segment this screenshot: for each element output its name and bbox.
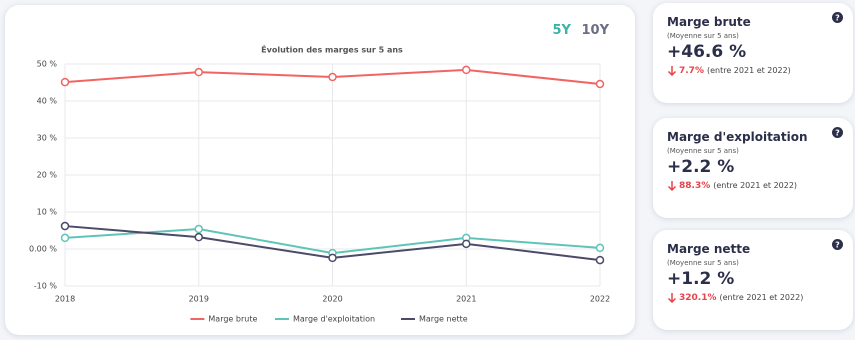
metric-card: ? Marge nette (Moyenne sur 5 ans) +1.2 % 320… [653,230,853,330]
data-point [60,77,70,87]
card-subtitle: (Moyenne sur 5 ans) [667,147,739,155]
data-point [595,243,605,253]
data-point [595,255,605,265]
data-point [194,224,203,234]
chart-card: Évolution des marges sur 5 ans -10 % 0.00… [5,5,635,335]
help-icon[interactable]: ? [832,239,843,250]
down-arrow [667,181,677,191]
toggle-10y[interactable]: 10Y [581,23,609,38]
card-title: Marge brute [667,15,751,29]
card-title: Marge nette [667,242,751,256]
data-point [328,253,337,263]
metric-card: ? Marge d'exploitation (Moyenne sur 5 ans)… [653,118,853,218]
toggle-5y[interactable]: 5Y [552,23,571,38]
metric-card: ? Marge brute (Moyenne sur 5 ans) +46.6 % 7.… [653,3,853,103]
y-tick-label: 40 % [37,97,58,106]
data-point [462,65,471,75]
y-tick-label: 0.00 % [29,245,57,254]
chart-area: Évolution des marges sur 5 ans -10 % 0.00… [29,44,610,324]
card-subtitle: (Moyenne sur 5 ans) [667,32,739,40]
y-tick-label: 20 % [37,171,58,180]
legend-label: Marge brute [208,315,257,324]
data-point [462,239,471,249]
legend-label: Marge nette [419,315,468,324]
svg-text:?: ? [835,129,840,138]
change-value: 7.7% [679,65,704,76]
card-value: +1.2 % [667,269,735,289]
change-note: (entre 2021 et 2022) [706,66,791,75]
data-point [60,221,70,231]
x-tick-label: 2020 [322,295,342,304]
y-tick-label: 30 % [37,134,58,143]
svg-text:?: ? [835,14,840,23]
chart: Évolution des marges sur 5 ans -10 % 0.00… [29,44,610,324]
chart-title: Évolution des marges sur 5 ans [261,44,403,55]
x-tick-label: 2021 [456,295,476,304]
help-icon[interactable]: ? [832,12,843,23]
data-point [60,233,70,243]
y-tick-label: 50 % [37,60,58,69]
data-point [194,232,203,242]
down-arrow [667,66,677,76]
change-value: 88.3% [679,180,711,191]
card-title: Marge d'exploitation [667,130,808,144]
help-icon[interactable]: ? [832,127,843,138]
data-point [595,79,605,89]
y-tick-label: -10 % [34,282,58,291]
legend-label: Marge d'exploitation [293,315,375,324]
data-point [328,72,337,82]
card-change: 7.7% (entre 2021 et 2022) [667,65,839,76]
data-point [194,67,203,77]
x-tick-label: 2022 [590,295,610,304]
card-change: 88.3% (entre 2021 et 2022) [667,180,839,191]
y-tick-label: 10 % [37,208,58,217]
change-value: 320.1% [679,292,717,303]
down-arrow [667,293,677,303]
change-note: (entre 2021 et 2022) [719,293,804,302]
svg-text:?: ? [835,241,840,250]
card-change: 320.1% (entre 2021 et 2022) [667,292,839,303]
card-value: +2.2 % [667,157,735,177]
change-note: (entre 2021 et 2022) [713,181,798,190]
x-tick-label: 2018 [55,295,75,304]
card-value: +46.6 % [667,42,747,62]
period-toggle: 5Y 10Y [546,23,609,38]
card-subtitle: (Moyenne sur 5 ans) [667,259,739,267]
x-tick-label: 2019 [189,295,209,304]
